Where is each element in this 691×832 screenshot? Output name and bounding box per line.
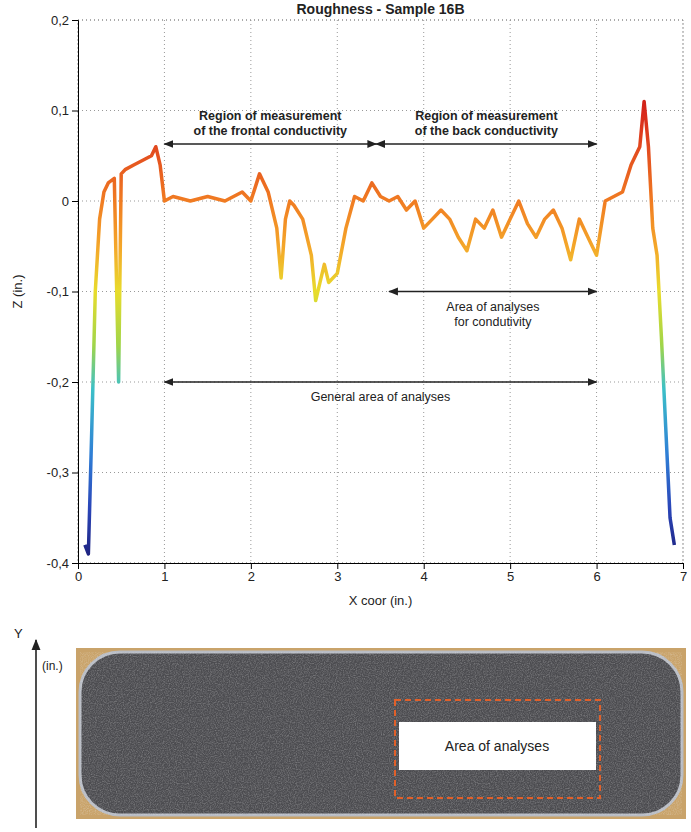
tick-mark	[597, 563, 598, 569]
grid-line	[78, 291, 683, 292]
tick-mark	[510, 563, 511, 569]
y-tick: -0,2	[47, 375, 78, 390]
photo-axis-unit: (in.)	[42, 659, 63, 673]
grid-line	[78, 472, 683, 473]
x-axis-title: X coor (in.)	[349, 593, 413, 608]
annotation-text: Region of measurement	[199, 109, 342, 123]
x-tick: 2	[248, 563, 255, 584]
tick-label: -0,3	[47, 465, 69, 480]
tick-label: 4	[421, 569, 428, 584]
data-layer	[85, 101, 674, 554]
axis-line	[72, 21, 79, 564]
tick-mark	[72, 473, 78, 474]
tick-mark	[72, 111, 78, 112]
tick-mark	[424, 563, 425, 569]
x-tick: 5	[507, 563, 514, 584]
tick-label: -0,1	[47, 284, 69, 299]
x-tick: 4	[421, 563, 428, 584]
x-tick: 7	[680, 563, 687, 584]
annotation-text: Area of analyses	[446, 300, 539, 314]
tick-mark	[683, 563, 684, 569]
y-tick: -0,3	[47, 465, 78, 480]
grid-line	[164, 20, 165, 563]
tick-label: -0,4	[47, 556, 69, 571]
annotation-arrow	[164, 381, 596, 382]
photo-background	[76, 648, 686, 819]
tick-label: 5	[507, 569, 514, 584]
tick-label: 0	[62, 194, 69, 209]
photo: Area of analyses Y (in.)	[14, 626, 686, 828]
label-patch	[399, 722, 596, 770]
annotation-text: General area of analyses	[311, 390, 451, 404]
grid-line	[78, 110, 683, 111]
tick-label: 6	[593, 569, 600, 584]
photo-label: Area of analyses	[445, 738, 549, 754]
grid	[78, 20, 683, 563]
chart-title: Roughness - Sample 16B	[296, 1, 464, 17]
tick-label: 0,1	[51, 103, 69, 118]
plot-frame	[78, 20, 683, 563]
tick-label: -0,2	[47, 375, 69, 390]
grid-line	[337, 20, 338, 563]
annotation-text: for condutivity	[454, 315, 532, 329]
y-axis-arrow	[35, 640, 37, 828]
tick-label: 2	[248, 569, 255, 584]
sample-surface	[80, 652, 682, 815]
tick-mark	[72, 382, 78, 383]
tick-label: 1	[161, 569, 168, 584]
x-tick: 6	[593, 563, 600, 584]
x-axis: 0 1 2 3 4 5 6 7	[75, 563, 687, 584]
annotations: Region of measurementof the frontal cond…	[164, 109, 596, 404]
tick-mark	[72, 201, 78, 202]
y-tick: -0,1	[47, 284, 78, 299]
tick-label: 0,2	[51, 13, 69, 28]
tick-mark	[164, 563, 165, 569]
tick-mark	[337, 563, 338, 569]
y-axis-title: Z (in.)	[10, 275, 25, 309]
y-tick: 0,2	[51, 13, 78, 28]
tick-mark	[251, 563, 252, 569]
x-tick: 1	[161, 563, 168, 584]
annotation-text: of the back conductivity	[415, 124, 558, 138]
chart-root: 0 1 2 3 4 5 6 7 0,2 0,1 0 -0,1 -0,2 -0,3 -0,4 Roughness…	[0, 0, 691, 832]
photo-axis-title: Y	[14, 626, 23, 641]
tick-mark	[72, 563, 78, 564]
sample-texture	[80, 652, 682, 815]
annotation-arrow	[389, 291, 596, 292]
tick-mark	[72, 292, 78, 293]
tick-label: 3	[334, 569, 341, 584]
y-tick: -0,4	[47, 556, 78, 571]
annotation-arrow	[376, 143, 596, 144]
y-tick: 0	[62, 194, 78, 209]
tick-label: 0	[75, 569, 82, 584]
tick-label: 7	[680, 569, 687, 584]
annotation-text: of the frontal conductivity	[194, 124, 348, 138]
x-tick: 3	[334, 563, 341, 584]
grid-line	[78, 382, 683, 383]
roughness-profile	[85, 101, 674, 554]
tick-mark	[72, 20, 78, 21]
axis-line	[79, 564, 684, 570]
x-tick: 0	[75, 563, 82, 584]
analysis-area-box	[395, 700, 600, 798]
annotation-arrow	[164, 143, 376, 144]
grid-line	[78, 20, 683, 21]
annotation-text: Region of measurement	[415, 109, 558, 123]
y-axis: 0,2 0,1 0 -0,1 -0,2 -0,3 -0,4	[47, 13, 79, 571]
y-tick: 0,1	[51, 103, 78, 118]
